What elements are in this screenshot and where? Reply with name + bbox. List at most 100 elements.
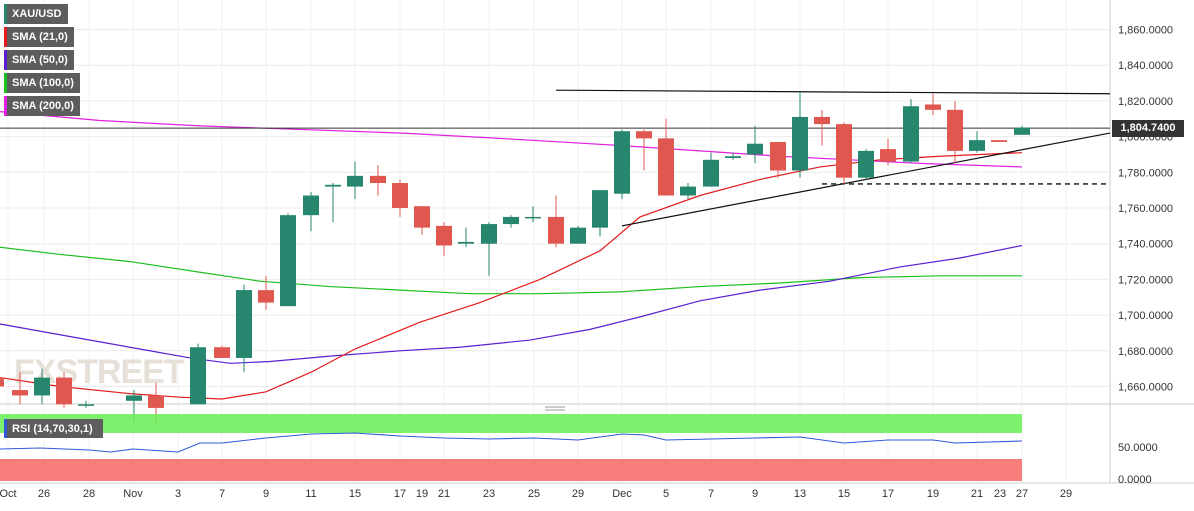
price-tick-label: 1,700.0000 [1118,310,1173,322]
x-tick-label: 29 [572,488,584,500]
x-tick-label: 29 [1060,488,1072,500]
candle-body [570,227,586,244]
indicator-legend: XAU/USD SMA (21,0) SMA (50,0) SMA (100,0… [4,4,80,119]
candle-body [481,224,497,244]
price-tick-label: 1,760.0000 [1118,203,1173,215]
candle-body [190,347,206,405]
x-tick-label: 7 [219,488,225,500]
candle [258,275,274,310]
candle-body [614,131,630,194]
price-tick-label: 1,660.0000 [1118,382,1173,394]
legend-sma-21[interactable]: SMA (21,0) [4,27,74,47]
x-tick-label: 23 [483,488,495,500]
candle-body [703,159,719,187]
resistance-trendline [555,89,1111,95]
legend-symbol[interactable]: XAU/USD [4,4,68,24]
candle-body [347,175,363,187]
candle [658,118,674,196]
candle-body [525,216,541,219]
candle-body [56,377,72,405]
candle-body [214,347,230,358]
candle-body [969,140,985,151]
rsi-axis-label: 50.0000 [1118,442,1158,454]
x-tick-label: 5 [663,488,669,500]
candle [414,206,430,235]
candle [880,138,896,166]
candle-body [991,140,1007,142]
candle [680,183,696,200]
x-tick-label: 27 [1016,488,1028,500]
candle [858,149,874,180]
candle [525,206,541,223]
candle [614,129,630,200]
candle-body [148,395,164,408]
rsi-legend[interactable]: RSI (14,70,30,1) [4,419,103,438]
candle [925,93,941,116]
candle-body [503,216,519,225]
x-tick-label: 17 [882,488,894,500]
price-tick-label: 1,680.0000 [1118,346,1173,358]
candle-body [1014,127,1030,135]
candle [703,152,719,187]
candle-body [126,395,142,401]
candle [392,179,408,217]
x-tick-label: Dec [612,488,632,500]
candle [0,377,4,387]
candle-body [12,390,28,396]
candle [725,152,741,160]
x-tick-label: 25 [528,488,540,500]
candle [836,122,852,185]
x-tick-label: 15 [349,488,361,500]
candle-body [436,225,452,246]
legend-sma-200-label: SMA (200,0) [12,100,74,112]
candle [570,225,586,244]
legend-sma-100[interactable]: SMA (100,0) [4,73,80,93]
candle-body [636,131,652,139]
x-tick-label: Nov [123,488,143,500]
sma-21-line [0,152,1023,400]
candle [214,345,230,358]
candle [991,140,1007,142]
candle-body [548,216,564,244]
legend-swatch-icon [4,96,7,116]
candle-body [236,290,252,358]
price-tick-label: 1,840.0000 [1118,60,1173,72]
candle-body [658,138,674,196]
x-tick-label: 21 [971,488,983,500]
legend-swatch-icon [4,4,7,24]
candle [969,131,985,153]
x-tick-label: 9 [752,488,758,500]
candle-body [747,143,763,155]
x-tick-label: 17 [394,488,406,500]
candle [34,368,50,405]
x-tick-label: 26 [38,488,50,500]
candle [190,343,206,405]
candle [481,222,497,276]
x-tick-label: 21 [438,488,450,500]
legend-swatch-icon [4,50,7,70]
candle-body [325,184,341,187]
candle [814,109,830,146]
x-tick-label: 19 [416,488,428,500]
rsi-line [0,432,1023,453]
candle-body [858,150,874,178]
x-tick-label: 9 [263,488,269,500]
x-tick-label: 23 [994,488,1006,500]
candle [770,141,786,178]
rsi-oversold-zone [0,459,1022,481]
candle [12,372,28,405]
candle-body [925,104,941,110]
x-tick-label: 3 [175,488,181,500]
candle [747,125,763,164]
x-tick-label: 28 [83,488,95,500]
rsi-overbought-zone [0,414,1022,433]
candle [548,195,564,248]
legend-sma-200[interactable]: SMA (200,0) [4,96,80,116]
price-tick-label: 1,740.0000 [1118,239,1173,251]
candle-body [34,377,50,396]
legend-sma-50[interactable]: SMA (50,0) [4,50,74,70]
price-tick-label: 1,720.0000 [1118,274,1173,286]
candle-body [392,183,408,208]
